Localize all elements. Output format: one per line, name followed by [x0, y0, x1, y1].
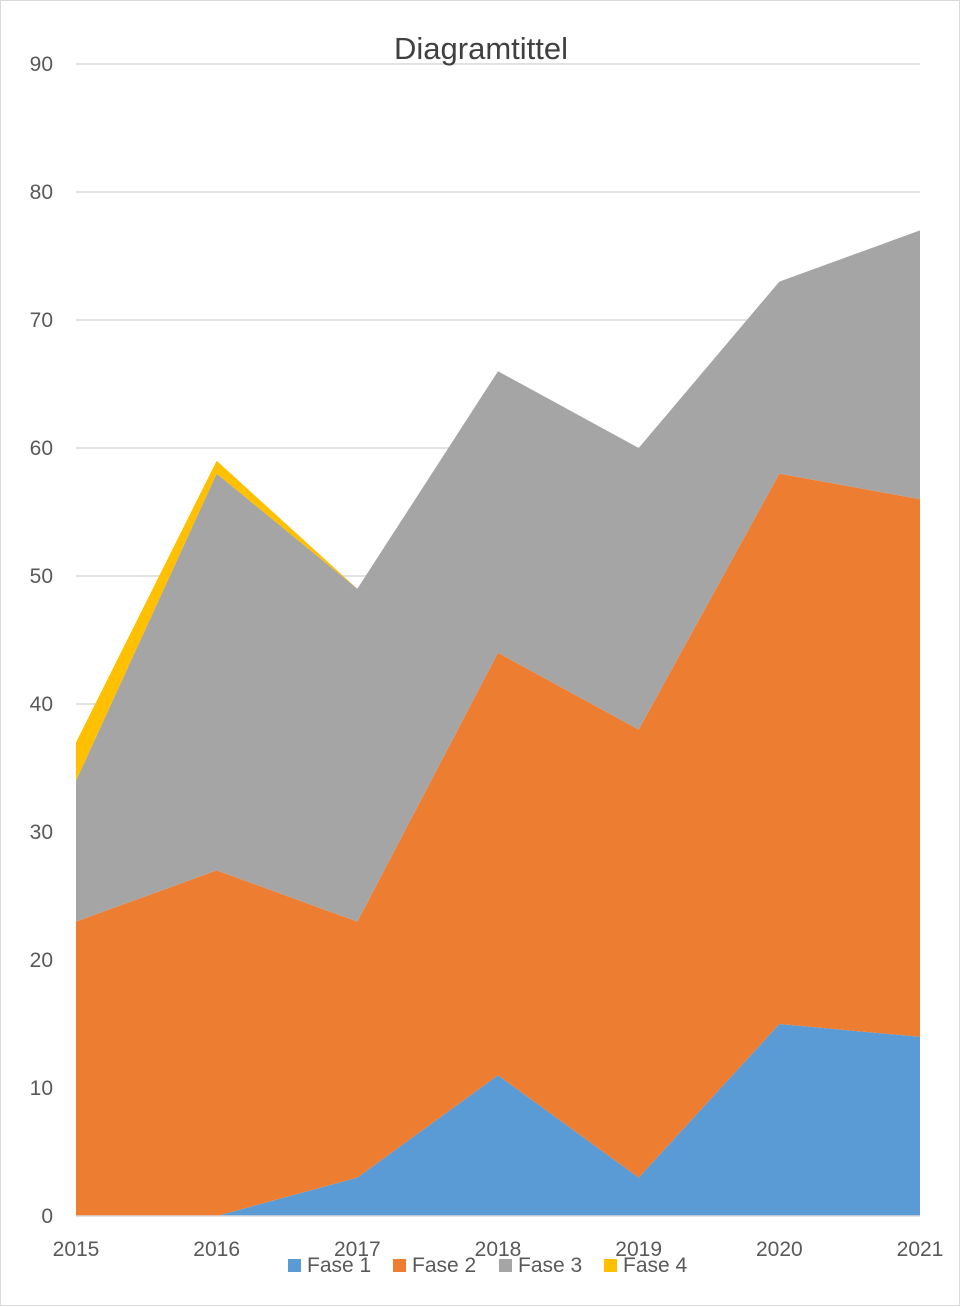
area-series-3	[76, 230, 920, 922]
y-tick-label: 10	[30, 1077, 53, 1100]
x-tick-label: 2020	[756, 1238, 803, 1261]
area-series-2	[76, 473, 920, 1217]
area-series-1	[76, 1024, 920, 1216]
y-tick-label: 90	[30, 53, 53, 76]
legend-label: Fase 4	[623, 1254, 688, 1277]
legend-swatch	[288, 1259, 301, 1272]
x-tick-label: 2019	[615, 1238, 662, 1261]
y-tick-label: 80	[30, 181, 53, 204]
y-tick-label: 50	[30, 565, 53, 588]
legend-swatch	[499, 1259, 512, 1272]
legend: Fase 1 Fase 2 Fase 3 Fase 4	[288, 1254, 688, 1277]
axes: 0 10 20 30 40 50 60 70 80 90 2015 2016 2017 2018 2019 2…	[30, 53, 944, 1261]
x-tick-label: 2017	[334, 1238, 381, 1261]
legend-label: Fase 1	[307, 1254, 371, 1277]
y-tick-label: 40	[30, 693, 53, 716]
legend-label: Fase 2	[412, 1254, 476, 1277]
x-tick-label: 2015	[53, 1238, 100, 1261]
y-tick-label: 20	[30, 949, 53, 972]
chart-title: Diagramtittel	[394, 31, 568, 66]
y-tick-label: 60	[30, 437, 53, 460]
series-areas	[76, 230, 920, 1217]
legend-label: Fase 3	[518, 1254, 582, 1277]
y-tick-label: 70	[30, 309, 53, 332]
y-tick-label: 30	[30, 821, 53, 844]
y-tick-label: 0	[41, 1205, 53, 1228]
x-tick-label: 2021	[897, 1238, 944, 1261]
x-tick-label: 2018	[475, 1238, 522, 1261]
legend-swatch	[604, 1259, 617, 1272]
x-tick-label: 2016	[193, 1238, 240, 1261]
legend-swatch	[393, 1259, 406, 1272]
